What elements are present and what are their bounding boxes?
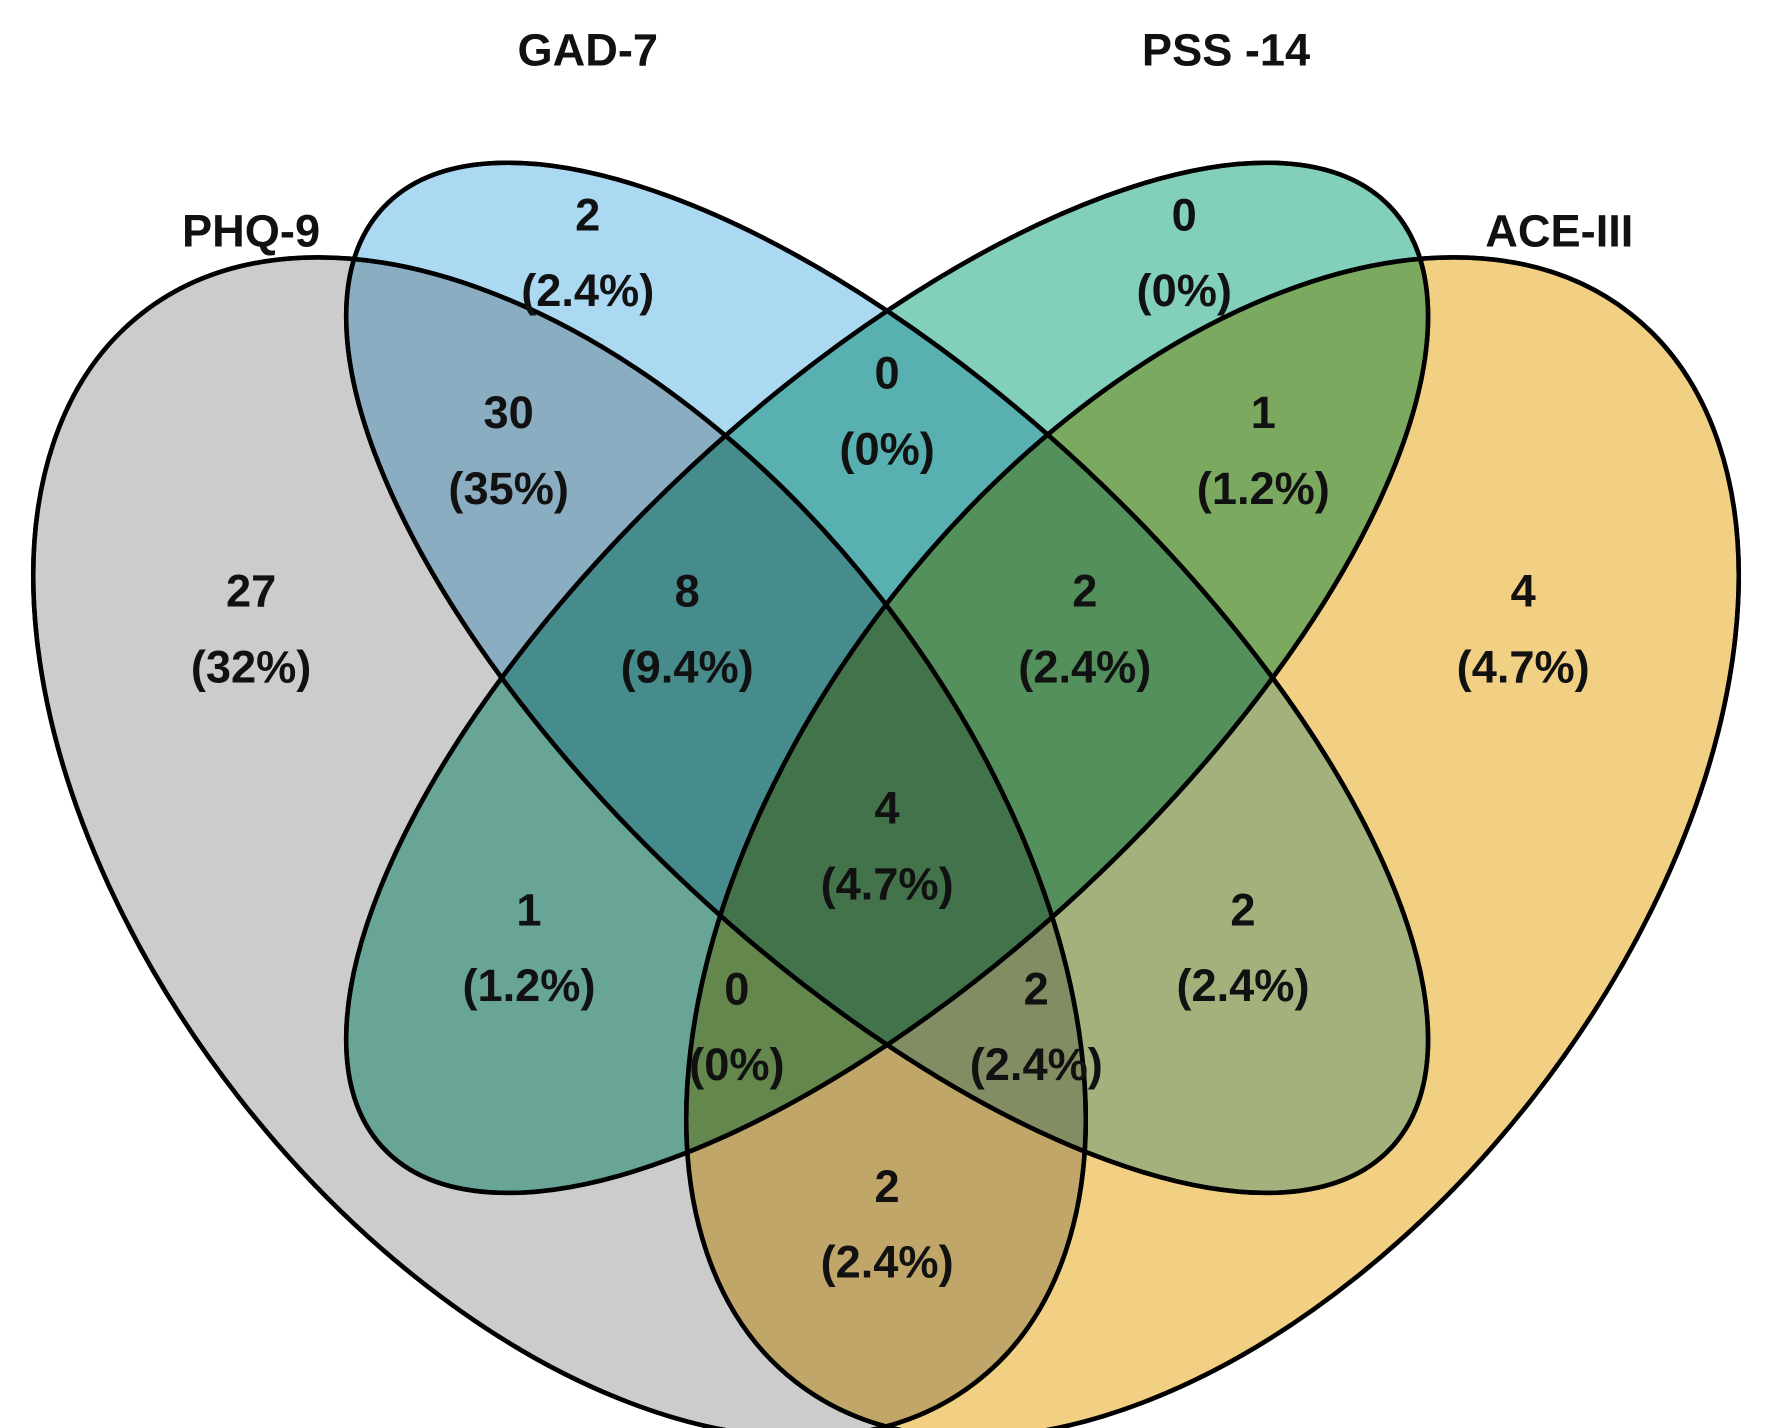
region-label: 1 (1.2%) <box>1197 387 1330 514</box>
region-count: 2 <box>1230 884 1255 935</box>
region-percent: (0%) <box>689 1039 784 1090</box>
region-label: 2 (2.4%) <box>1018 566 1151 693</box>
region-count: 2 <box>1072 566 1097 617</box>
region-percent: (1.2%) <box>1197 463 1330 514</box>
region-count: 8 <box>675 566 700 617</box>
region-percent: (2.4%) <box>521 265 654 316</box>
region-percent: (35%) <box>448 463 569 514</box>
region-label: 0 (0%) <box>839 348 934 475</box>
region-count: 27 <box>226 566 276 617</box>
region-label: 2 (2.4%) <box>521 189 654 316</box>
region-count: 0 <box>724 963 749 1014</box>
region-percent: (2.4%) <box>821 1237 954 1288</box>
region-count: 30 <box>484 387 534 438</box>
set-label-phq9: PHQ-9 <box>182 205 320 256</box>
region-count: 4 <box>1511 566 1536 617</box>
set-pss14-outline <box>343 160 1431 1196</box>
region-percent: (2.4%) <box>1176 960 1309 1011</box>
region-label: 0 (0%) <box>689 963 784 1090</box>
region-count: 1 <box>1251 387 1276 438</box>
region-count: 4 <box>875 783 900 834</box>
region-label: 2 (2.4%) <box>1176 884 1309 1011</box>
set-labels: PHQ-9 GAD-7 PSS -14 ACE-III <box>182 25 1633 257</box>
region-percent: (4.7%) <box>1457 641 1590 692</box>
region-percent: (2.4%) <box>970 1039 1103 1090</box>
region-count: 2 <box>875 1161 900 1212</box>
region-percent: (0%) <box>1137 265 1232 316</box>
region-percent: (0%) <box>839 423 934 474</box>
region-label: 1 (1.2%) <box>462 884 595 1011</box>
region-count: 0 <box>875 348 900 399</box>
region-label: 4 (4.7%) <box>1457 566 1590 693</box>
set-label-ace3: ACE-III <box>1485 205 1633 256</box>
region-label: 2 (2.4%) <box>821 1161 954 1288</box>
region-label: 8 (9.4%) <box>621 566 754 693</box>
set-gad7-outline <box>343 160 1431 1196</box>
region-label: 2 (2.4%) <box>970 963 1103 1090</box>
set-label-pss14: PSS -14 <box>1142 25 1310 76</box>
set-phq9-outline <box>31 255 1088 1428</box>
region-label: 4 (4.7%) <box>821 783 954 910</box>
region-percent: (1.2%) <box>462 960 595 1011</box>
region-percent: (4.7%) <box>821 858 954 909</box>
region-label: 0 (0%) <box>1137 189 1232 316</box>
region-count: 1 <box>516 884 541 935</box>
region-count: 2 <box>1024 963 1049 1014</box>
region-labels: 2 (2.4%) 0 (0%) 0 (0%) 30 (35%) 1 (1.2%) 27 (32%) 8 (… <box>191 189 1590 1287</box>
set-ace3-outline <box>684 255 1741 1428</box>
region-count: 0 <box>1172 189 1197 240</box>
region-percent: (32%) <box>191 641 311 692</box>
region-count: 2 <box>575 189 600 240</box>
region-percent: (9.4%) <box>621 641 754 692</box>
set-label-gad7: GAD-7 <box>517 25 658 76</box>
region-label: 30 (35%) <box>448 387 569 514</box>
region-percent: (2.4%) <box>1018 641 1151 692</box>
region-label: 27 (32%) <box>191 566 311 693</box>
